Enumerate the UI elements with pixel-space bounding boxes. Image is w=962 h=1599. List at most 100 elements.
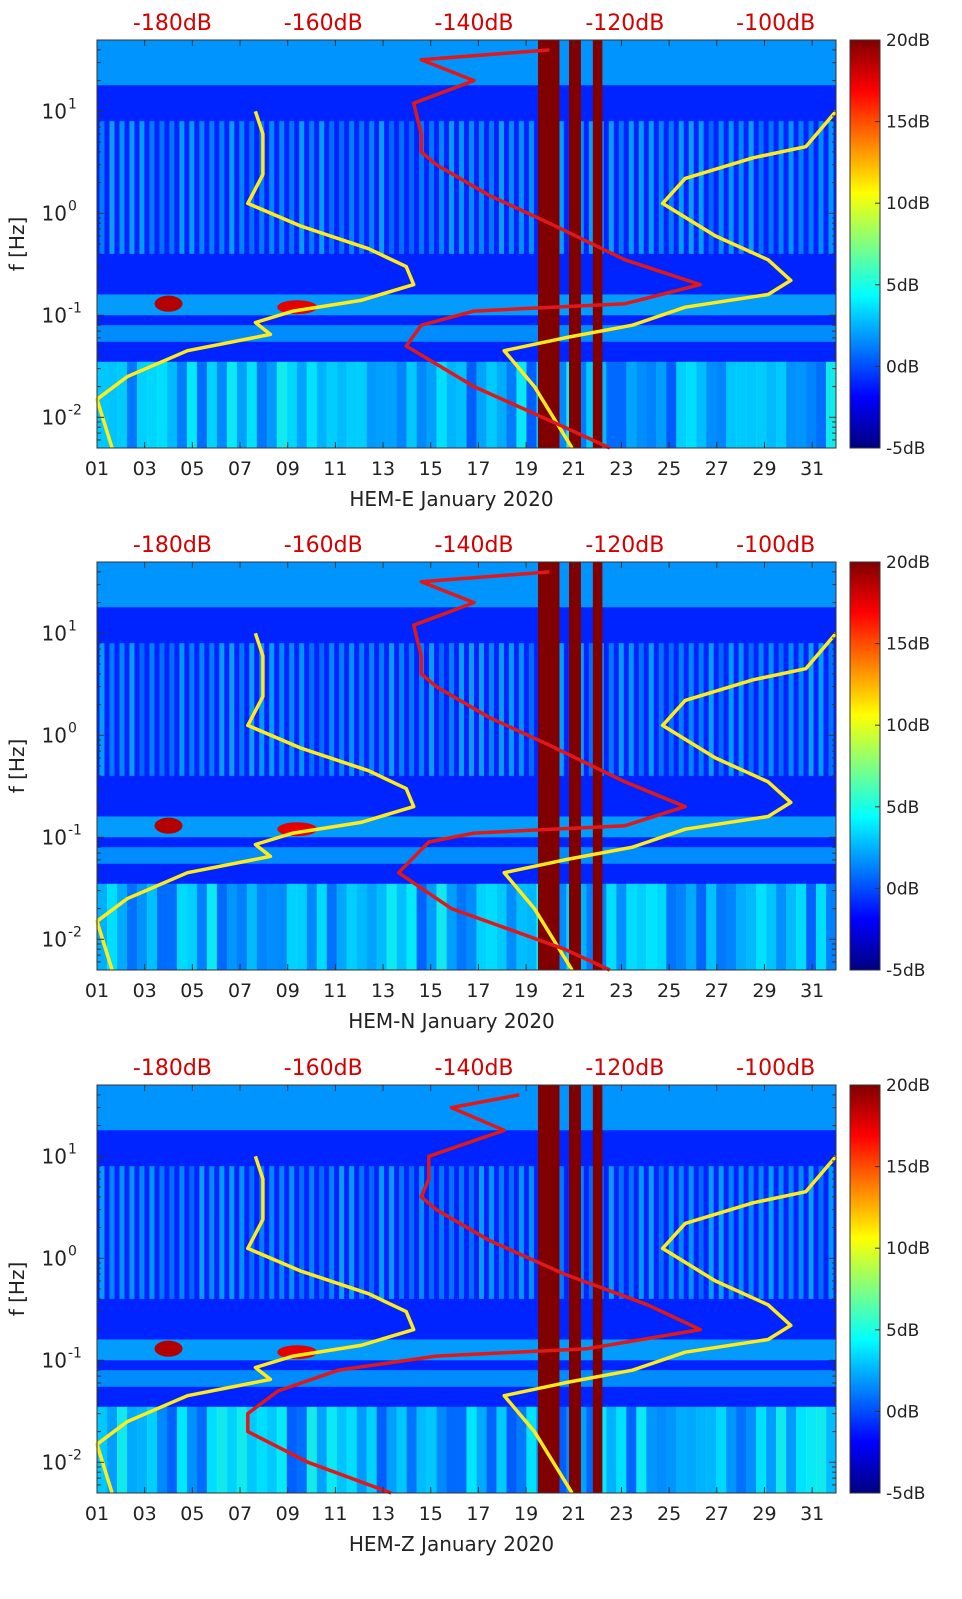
texture-low-band xyxy=(696,1406,707,1493)
texture-low-band xyxy=(816,883,827,970)
texture-plume xyxy=(279,121,285,254)
texture-low-band xyxy=(166,883,178,970)
texture-plume xyxy=(818,121,824,254)
texture-band xyxy=(97,1085,836,1131)
y-tick-exponent: 1 xyxy=(68,96,77,112)
x-tick-label: 15 xyxy=(419,458,443,480)
colorbar-label: -5dB xyxy=(886,439,925,459)
colorbar-label: 0dB xyxy=(886,879,919,899)
texture-low-band xyxy=(426,1406,438,1493)
texture-low-band xyxy=(97,883,108,970)
texture-low-band xyxy=(296,883,308,970)
x-tick-label: 27 xyxy=(705,458,729,480)
texture-plume xyxy=(329,643,335,776)
texture-plume xyxy=(818,1166,824,1299)
texture-low-band xyxy=(506,883,517,970)
x-tick-label: 19 xyxy=(514,458,538,480)
top-db-label: -120dB xyxy=(585,1056,664,1081)
texture-low-band xyxy=(366,1406,378,1493)
texture-plume xyxy=(678,1166,684,1299)
texture-plume xyxy=(658,121,664,254)
texture-low-band xyxy=(376,361,388,448)
texture-plume xyxy=(429,643,435,776)
texture-plume xyxy=(708,1166,714,1299)
x-tick-label: 09 xyxy=(276,980,300,1002)
texture-plume xyxy=(279,643,285,776)
texture-plume xyxy=(179,643,185,776)
y-axis-label: f [Hz] xyxy=(5,217,29,272)
texture-low-band xyxy=(526,1406,537,1493)
x-tick-label: 31 xyxy=(800,458,824,480)
texture-plume xyxy=(349,121,355,254)
y-tick-exponent: -1 xyxy=(68,1345,82,1361)
texture-plume xyxy=(468,643,474,776)
y-tick-label: 10 xyxy=(42,621,67,645)
texture-low-band xyxy=(756,1406,767,1493)
texture-low-band xyxy=(146,1406,158,1493)
texture-plume xyxy=(578,121,584,254)
texture-low-band xyxy=(256,361,268,448)
texture-plume xyxy=(758,1166,764,1299)
texture-plume xyxy=(99,643,105,776)
texture-plume xyxy=(758,643,764,776)
y-tick-label: 10 xyxy=(42,99,67,123)
texture-plume xyxy=(409,121,415,254)
texture-plume xyxy=(508,1166,514,1299)
x-tick-label: 03 xyxy=(133,458,157,480)
texture-low-band xyxy=(456,1406,467,1493)
data-gap-bar xyxy=(538,40,560,448)
texture-low-band xyxy=(706,883,717,970)
texture-low-band xyxy=(246,1406,258,1493)
texture-plume xyxy=(628,643,634,776)
texture-low-band xyxy=(386,883,398,970)
texture-plume xyxy=(379,1166,385,1299)
texture-plume xyxy=(199,1166,205,1299)
texture-low-band xyxy=(136,1406,148,1493)
texture-plume xyxy=(748,643,754,776)
x-tick-label: 21 xyxy=(562,458,586,480)
texture-plume xyxy=(498,1166,504,1299)
series-line xyxy=(95,110,416,449)
x-tick-label: 17 xyxy=(466,458,490,480)
texture-plume xyxy=(379,121,385,254)
texture-low-band xyxy=(406,1406,418,1493)
texture-plume xyxy=(478,1166,484,1299)
x-tick-label: 03 xyxy=(133,1503,157,1525)
texture-plume xyxy=(498,643,504,776)
top-db-label: -160dB xyxy=(284,1056,363,1081)
colorbar-label: 5dB xyxy=(886,1321,919,1341)
texture-low-band xyxy=(616,883,627,970)
texture-plume xyxy=(668,643,674,776)
texture-plume xyxy=(169,121,175,254)
texture-low-band xyxy=(236,361,248,448)
texture-low-band xyxy=(716,361,727,448)
texture-low-band xyxy=(206,1406,218,1493)
colorbar-label: 15dB xyxy=(886,1158,930,1178)
texture-plume xyxy=(359,643,365,776)
texture-plume xyxy=(528,1166,534,1299)
x-tick-label: 05 xyxy=(180,980,204,1002)
texture-low-band xyxy=(686,361,697,448)
top-db-label: -100dB xyxy=(736,1056,815,1081)
texture-low-band xyxy=(736,1406,747,1493)
texture-low-band xyxy=(556,883,567,970)
texture-plume xyxy=(798,1166,804,1299)
series-line xyxy=(502,1155,838,1494)
texture-low-band xyxy=(256,883,268,970)
texture-plume xyxy=(249,643,255,776)
texture-low-band xyxy=(556,1406,567,1493)
texture-low-band xyxy=(226,361,238,448)
x-tick-label: 17 xyxy=(466,980,490,1002)
texture-low-band xyxy=(186,883,198,970)
texture-low-band xyxy=(166,1406,178,1493)
x-tick-label: 23 xyxy=(609,980,633,1002)
x-tick-label: 29 xyxy=(752,458,776,480)
texture-low-band xyxy=(176,883,188,970)
texture-plume xyxy=(389,643,395,776)
texture-band xyxy=(97,325,836,342)
texture-plume xyxy=(748,1166,754,1299)
texture-plume xyxy=(648,1166,654,1299)
texture-plume xyxy=(828,1166,834,1299)
